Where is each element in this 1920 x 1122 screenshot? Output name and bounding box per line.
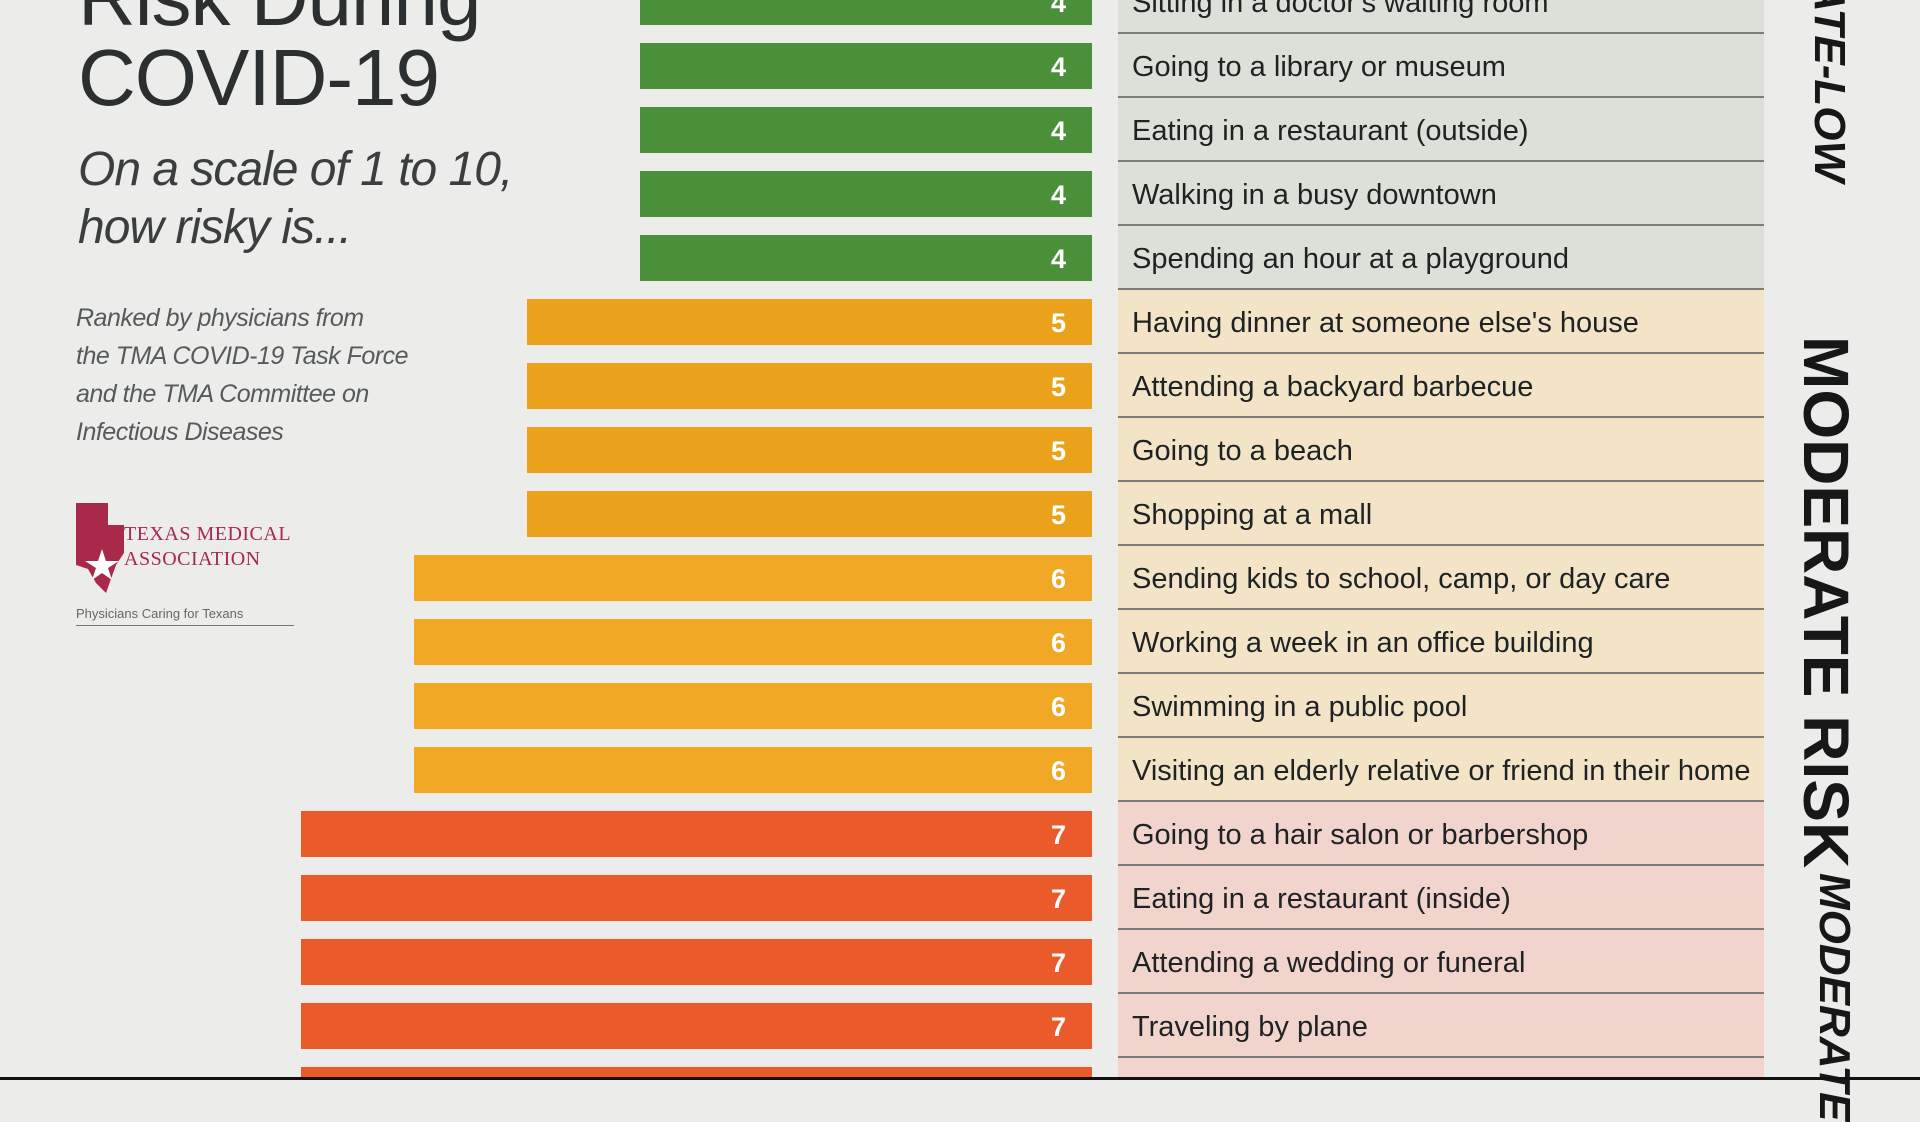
bar-value-label-2: 4 — [1051, 116, 1066, 146]
activity-label-3: Walking in a busy downtown — [1132, 179, 1497, 211]
bar-7 — [527, 427, 1092, 473]
bar-0 — [640, 0, 1092, 25]
activity-label-0: Sitting in a doctor's waiting room — [1132, 0, 1549, 19]
bar-value-label-13: 7 — [1051, 820, 1066, 850]
bar-10 — [414, 619, 1092, 665]
bar-15 — [301, 939, 1092, 985]
bar-8 — [527, 491, 1092, 537]
risk-band-2 — [1118, 802, 1764, 1080]
activity-label-14: Eating in a restaurant (inside) — [1132, 883, 1511, 915]
activity-label-2: Eating in a restaurant (outside) — [1132, 115, 1529, 147]
tma-name-line1: TEXAS MEDICAL — [124, 523, 292, 545]
risk-band-0 — [1118, 0, 1764, 290]
bar-value-label-11: 6 — [1051, 692, 1066, 722]
tma-name-line2: ASSOCIATION — [124, 548, 261, 570]
screen-bottom-edge — [0, 1077, 1920, 1080]
chart-subtitle-line2: how risky is... — [78, 201, 352, 254]
activity-label-13: Going to a hair salon or barbershop — [1132, 819, 1588, 851]
bar-2 — [640, 107, 1092, 153]
bar-value-label-10: 6 — [1051, 628, 1066, 658]
activity-label-8: Shopping at a mall — [1132, 499, 1372, 531]
bar-16 — [301, 1003, 1092, 1049]
activity-label-1: Going to a library or museum — [1132, 51, 1506, 83]
activity-label-15: Attending a wedding or funeral — [1132, 947, 1525, 979]
bar-value-label-0: 4 — [1051, 0, 1066, 18]
bar-4 — [640, 235, 1092, 281]
risk-category-low-label: ATE-LOW — [1805, 0, 1854, 183]
bar-1 — [640, 43, 1092, 89]
activity-label-12: Visiting an elderly relative or friend i… — [1132, 755, 1750, 787]
activity-label-7: Going to a beach — [1132, 435, 1353, 467]
chart-subtitle-line1: On a scale of 1 to 10, — [78, 143, 513, 196]
bar-value-label-8: 5 — [1051, 500, 1066, 530]
bar-value-label-14: 7 — [1051, 884, 1066, 914]
source-note-line4: Infectious Diseases — [76, 418, 284, 446]
activity-label-11: Swimming in a public pool — [1132, 691, 1467, 723]
bar-17 — [301, 1067, 1092, 1080]
bar-value-label-1: 4 — [1051, 52, 1066, 82]
bar-12 — [414, 747, 1092, 793]
activity-label-10: Working a week in an office building — [1132, 627, 1594, 659]
bar-13 — [301, 811, 1092, 857]
bar-value-label-9: 6 — [1051, 564, 1066, 594]
bar-11 — [414, 683, 1092, 729]
activity-label-9: Sending kids to school, camp, or day car… — [1132, 563, 1670, 595]
bar-3 — [640, 171, 1092, 217]
source-note-line3: and the TMA Committee on — [76, 380, 369, 408]
bar-value-label-16: 7 — [1051, 1012, 1066, 1042]
risk-category-moderate-label: MODERATE RISK — [1790, 336, 1862, 869]
risk-bar-chart: 4 Sitting in a doctor's waiting room 4 Goin… — [301, 0, 1764, 1080]
activity-label-16: Traveling by plane — [1132, 1011, 1368, 1043]
activity-label-4: Spending an hour at a playground — [1132, 243, 1569, 275]
bar-value-label-6: 5 — [1051, 372, 1066, 402]
bar-value-label-3: 4 — [1051, 180, 1066, 210]
risk-category-moderate-high-label: MODERATE — [1810, 873, 1859, 1122]
tma-tagline: Physicians Caring for Texans — [76, 606, 294, 626]
bar-14 — [301, 875, 1092, 921]
bar-value-label-5: 5 — [1051, 308, 1066, 338]
bar-9 — [414, 555, 1092, 601]
tma-logo: TEXAS MEDICAL ASSOCIATION Physicians Car… — [76, 503, 296, 633]
activity-label-6: Attending a backyard barbecue — [1132, 371, 1533, 403]
activity-label-5: Having dinner at someone else's house — [1132, 307, 1639, 339]
bar-value-label-4: 4 — [1051, 244, 1066, 274]
bar-value-label-7: 5 — [1051, 436, 1066, 466]
bar-value-label-15: 7 — [1051, 948, 1066, 978]
chart-title-line2: COVID-19 — [78, 33, 440, 122]
bar-value-label-12: 6 — [1051, 756, 1066, 786]
source-note-line2: the TMA COVID-19 Task Force — [76, 342, 408, 370]
source-note-line1: Ranked by physicians from — [76, 304, 364, 332]
texas-map-logo-icon — [76, 503, 124, 593]
bar-6 — [527, 363, 1092, 409]
chart-title-line1: Risk During — [78, 0, 481, 44]
bar-5 — [527, 299, 1092, 345]
